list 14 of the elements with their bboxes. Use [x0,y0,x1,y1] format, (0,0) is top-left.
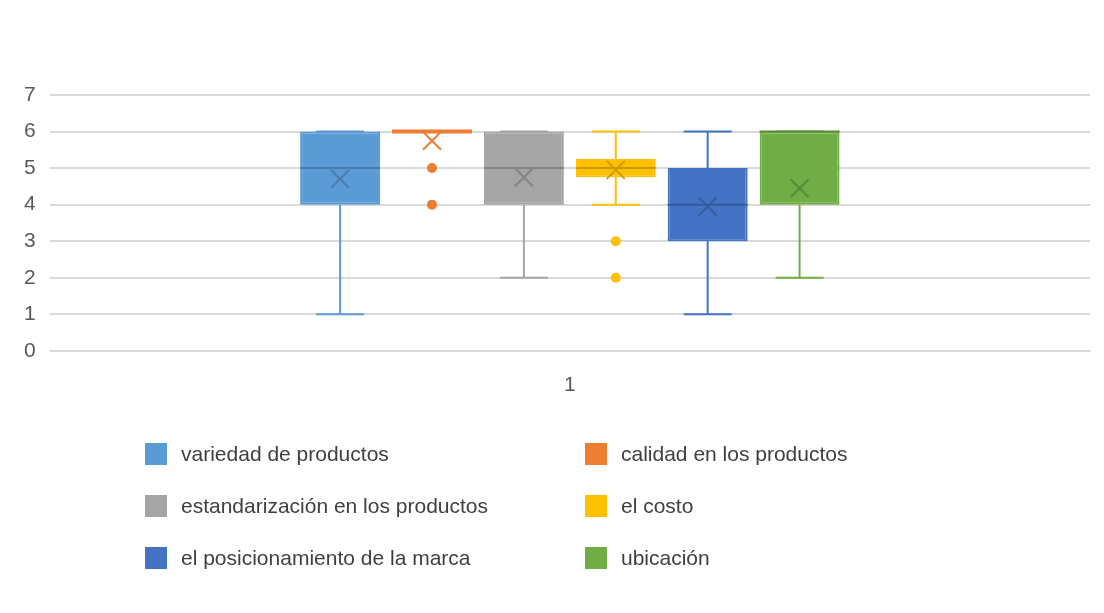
legend-label: calidad en los productos [621,442,848,466]
y-tick-label: 6 [23,118,36,142]
y-tick-label: 0 [23,337,36,361]
legend-label: estandarización en los productos [181,494,489,518]
y-tick-label: 3 [23,227,36,251]
legend-label: ubicación [621,546,710,570]
legend-label: variedad de productos [181,442,389,466]
legend-label: el costo [621,494,694,518]
y-tick-label: 2 [23,264,36,288]
y-tick-label: 1 [23,301,36,325]
y-tick-label: 7 [23,81,36,105]
y-tick-label: 4 [23,191,36,215]
legend-label: el posicionamiento de la marca [181,546,471,570]
y-tick-label: 5 [23,154,36,178]
